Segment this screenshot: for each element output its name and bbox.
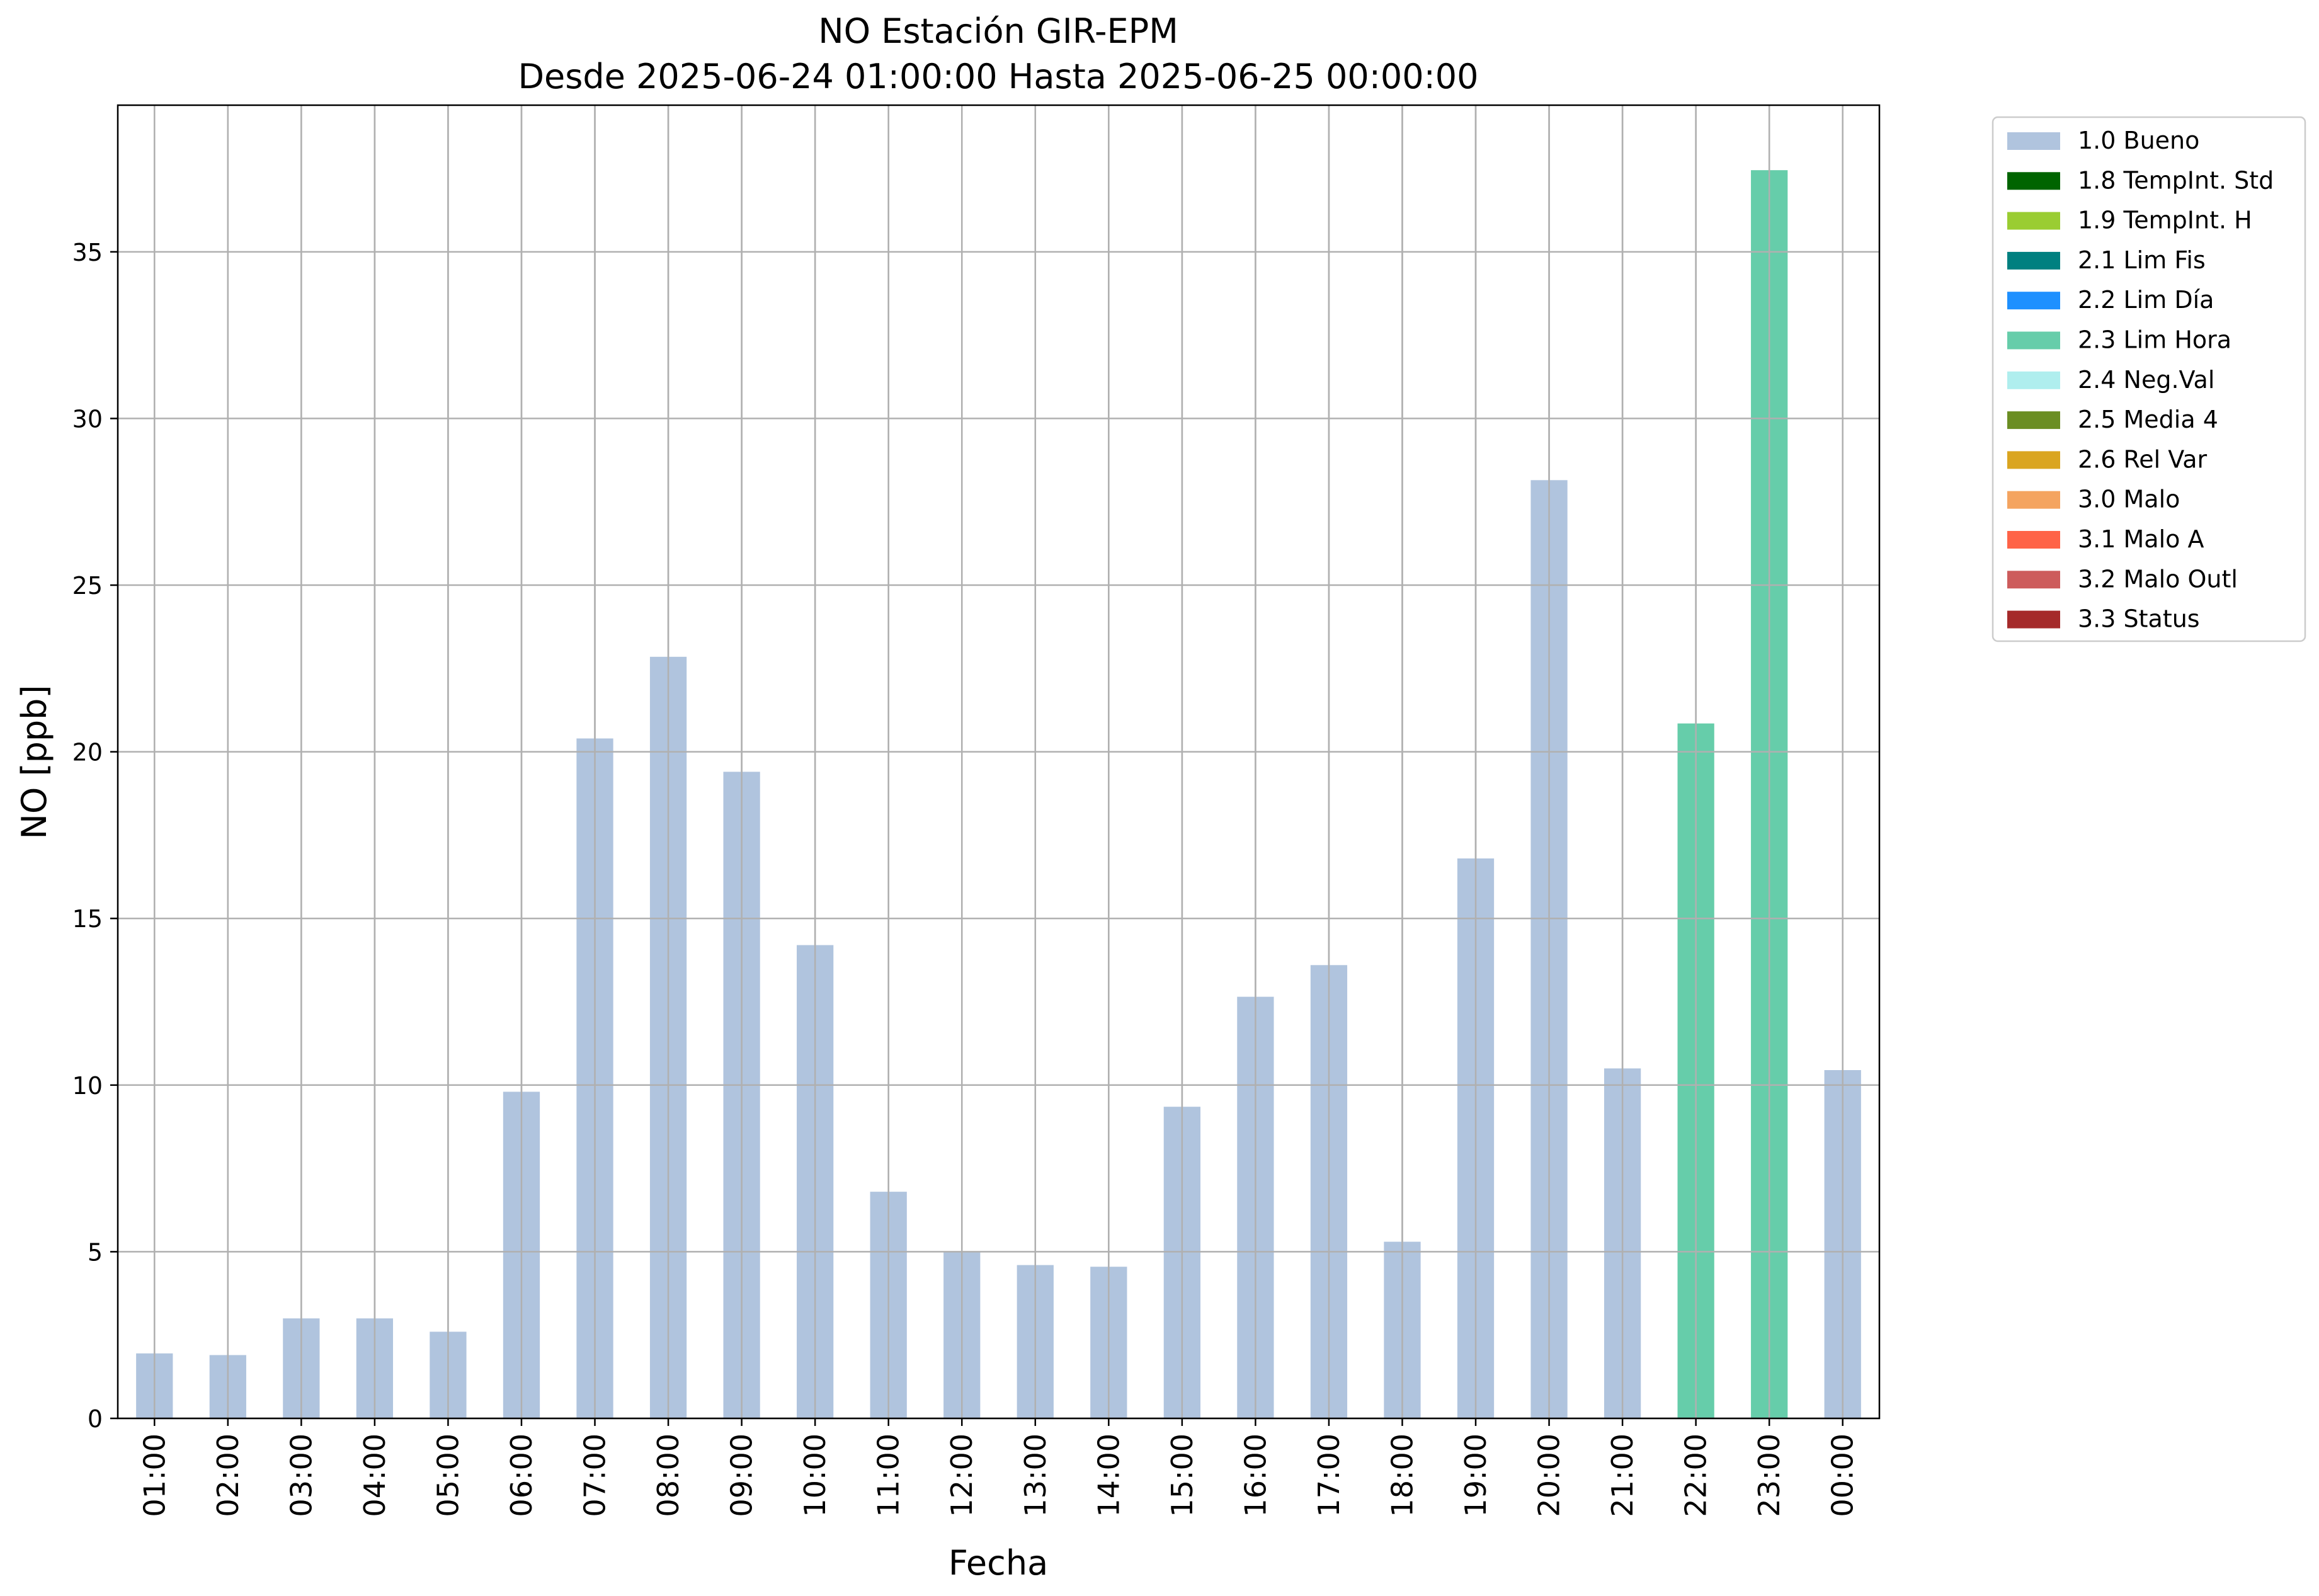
legend-label: 2.5 Media 4: [2078, 406, 2218, 433]
legend-frame: [1991, 116, 2306, 642]
legend-swatch: [2007, 371, 2060, 389]
y-tick-label: 0: [88, 1405, 103, 1433]
legend-label: 2.1 Lim Fis: [2078, 246, 2206, 274]
x-tick-label: 05:00: [431, 1434, 465, 1517]
x-tick-label: 15:00: [1165, 1434, 1199, 1517]
x-tick-label: 07:00: [578, 1434, 612, 1517]
legend-label: 2.2 Lim Día: [2078, 286, 2214, 314]
legend: 1.0 Bueno 1.8 TempInt. Std 1.9 TempInt. H 2…: [1991, 116, 2306, 642]
x-tick-label: 14:00: [1091, 1434, 1125, 1517]
x-tick-label: 18:00: [1385, 1434, 1419, 1517]
legend-label: 3.3 Status: [2078, 605, 2200, 633]
legend-label: 2.6 Rel Var: [2078, 445, 2208, 473]
legend-swatch: [2007, 571, 2060, 589]
legend-swatch: [2007, 331, 2060, 350]
y-tick-label: 30: [72, 405, 103, 433]
x-tick-label: 00:00: [1826, 1434, 1860, 1517]
x-tick-label: 11:00: [872, 1434, 906, 1517]
legend-label: 3.0 Malo: [2078, 486, 2180, 513]
legend-label: 3.2 Malo Outl: [2078, 565, 2238, 593]
legend-label: 2.3 Lim Hora: [2078, 326, 2231, 354]
x-tick-label: 09:00: [725, 1434, 759, 1517]
chart-title: NO Estación GIR-EPM: [818, 11, 1178, 51]
legend-swatch: [2007, 251, 2060, 270]
legend-label: 3.1 Malo A: [2078, 525, 2204, 553]
x-tick-label: 20:00: [1532, 1434, 1566, 1517]
x-tick-label: 23:00: [1752, 1434, 1786, 1517]
legend-label: 2.4 Neg.Val: [2078, 366, 2214, 394]
legend-swatch: [2007, 172, 2060, 190]
chart-subtitle: Desde 2025-06-24 01:00:00 Hasta 2025-06-…: [518, 57, 1478, 96]
legend-swatch: [2007, 132, 2060, 150]
x-tick-label: 06:00: [504, 1434, 538, 1517]
ticks: 0 5 10 15 20 25 30 35 01:00 02:00 03:00 04:00 05:00 0…: [72, 105, 1879, 1517]
x-tick-label: 22:00: [1679, 1434, 1713, 1517]
y-tick-label: 20: [72, 739, 103, 767]
x-tick-label: 01:00: [137, 1434, 171, 1517]
x-tick-label: 10:00: [798, 1434, 832, 1517]
legend-swatch: [2007, 292, 2060, 310]
plot-frame: [117, 104, 1881, 1420]
x-tick-label: 02:00: [211, 1434, 245, 1517]
y-axis-label: NO [ppb]: [14, 685, 54, 839]
legend-label: 1.9 TempInt. H: [2078, 207, 2252, 234]
x-tick-label: 12:00: [945, 1434, 979, 1517]
x-tick-label: 08:00: [651, 1434, 685, 1517]
x-tick-label: 16:00: [1238, 1434, 1272, 1517]
x-tick-label: 21:00: [1605, 1434, 1639, 1517]
x-tick-label: 17:00: [1312, 1434, 1346, 1517]
x-tick-label: 03:00: [284, 1434, 318, 1517]
legend-swatch: [2007, 610, 2060, 629]
legend-swatch: [2007, 531, 2060, 549]
y-tick-label: 25: [72, 572, 103, 600]
legend-swatch: [2007, 451, 2060, 469]
x-tick-label: 04:00: [358, 1434, 392, 1517]
legend-swatch: [2007, 491, 2060, 509]
x-tick-label: 13:00: [1018, 1434, 1052, 1517]
legend-label: 1.8 TempInt. Std: [2078, 166, 2274, 194]
y-tick-label: 35: [72, 239, 103, 266]
y-tick-label: 10: [72, 1072, 103, 1100]
legend-swatch: [2007, 212, 2060, 230]
x-tick-label: 19:00: [1459, 1434, 1493, 1517]
legend-label: 1.0 Bueno: [2078, 127, 2199, 154]
legend-swatch: [2007, 411, 2060, 430]
x-axis-label: Fecha: [949, 1543, 1048, 1583]
y-tick-label: 15: [72, 905, 103, 933]
y-tick-label: 5: [88, 1238, 103, 1266]
